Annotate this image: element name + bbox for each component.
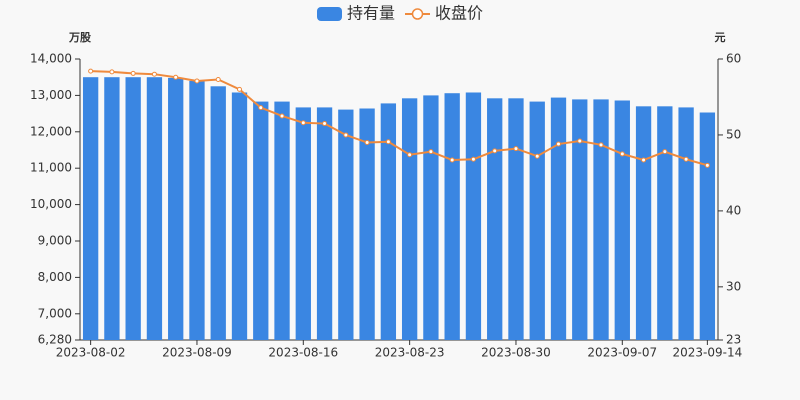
line-point xyxy=(513,146,519,152)
bar xyxy=(359,108,375,340)
line-point xyxy=(300,120,306,126)
y2-tick-label: 60 xyxy=(726,52,741,66)
line-point xyxy=(534,153,540,159)
line-point xyxy=(322,121,328,127)
bar xyxy=(274,101,290,340)
line-point xyxy=(470,156,476,162)
y-tick-label: 14,000 xyxy=(30,52,72,66)
line-point xyxy=(662,149,668,155)
bar xyxy=(614,100,630,341)
bar xyxy=(465,92,482,340)
line-point xyxy=(385,139,391,145)
bar xyxy=(550,97,567,340)
y2-tick-label: 50 xyxy=(726,127,741,141)
legend-swatch xyxy=(411,8,424,20)
y2-axis-label: 元 xyxy=(715,31,726,44)
line-point xyxy=(428,149,434,155)
bar xyxy=(104,77,120,341)
bar xyxy=(253,101,269,340)
line-point xyxy=(577,138,583,144)
bar xyxy=(168,77,184,340)
bar xyxy=(487,98,503,340)
y2-tick-label: 40 xyxy=(726,203,741,217)
line-point xyxy=(194,78,200,84)
bar xyxy=(210,86,226,340)
line-point xyxy=(364,140,370,146)
line-point xyxy=(88,68,94,74)
y-tick-label: 13,000 xyxy=(30,88,72,102)
bar xyxy=(125,77,141,341)
y2-tick-label: 23 xyxy=(726,333,741,347)
bar xyxy=(508,98,524,340)
x-tick-label: 2023-09-07 xyxy=(587,346,657,360)
y-tick-label: 11,000 xyxy=(30,161,72,175)
line xyxy=(90,70,708,167)
line-point xyxy=(343,132,349,138)
x-tick-label: 2023-08-02 xyxy=(56,346,126,360)
line-point xyxy=(109,69,115,75)
line-point xyxy=(492,148,498,154)
line-point xyxy=(449,157,455,163)
bar xyxy=(678,107,694,341)
x-tick-label: 2023-08-16 xyxy=(268,346,338,360)
bar xyxy=(338,109,354,340)
line-point xyxy=(407,152,413,158)
y-tick-label: 12,000 xyxy=(30,124,72,138)
y-tick-label: 8,000 xyxy=(38,270,72,284)
y2-tick-label: 30 xyxy=(726,279,741,293)
legend-swatch xyxy=(317,7,342,21)
line-point xyxy=(556,141,561,147)
bar xyxy=(593,99,609,340)
bar xyxy=(316,107,333,341)
x-tick-label: 2023-09-14 xyxy=(672,346,742,360)
line-point xyxy=(151,71,157,77)
line-point xyxy=(258,105,264,111)
line-point xyxy=(237,86,242,92)
bar xyxy=(189,80,205,340)
bar xyxy=(444,93,460,340)
line-point xyxy=(130,70,136,76)
bar xyxy=(699,112,716,341)
line-point xyxy=(619,151,625,157)
bar xyxy=(423,95,439,341)
bar xyxy=(146,77,163,341)
y-tick-label: 9,000 xyxy=(38,233,72,247)
bar xyxy=(529,101,545,340)
y-tick-label: 6,280 xyxy=(38,333,72,347)
line-point xyxy=(704,162,710,168)
bar xyxy=(635,106,652,340)
line-point xyxy=(173,74,179,80)
bar xyxy=(657,106,673,340)
y-tick-label: 10,000 xyxy=(30,197,72,211)
bar xyxy=(380,103,397,340)
bar xyxy=(82,77,99,341)
bar xyxy=(572,99,588,340)
x-tick-label: 2023-08-23 xyxy=(375,346,445,360)
line-point xyxy=(641,157,647,163)
bar xyxy=(295,107,311,341)
bar xyxy=(401,98,418,340)
y-axis-label: 万股 xyxy=(68,31,92,44)
line-point xyxy=(279,113,285,119)
legend-label: 持有量 xyxy=(347,4,395,23)
x-tick-label: 2023-08-09 xyxy=(162,346,232,360)
bar xyxy=(231,92,248,340)
x-tick-label: 2023-08-30 xyxy=(481,346,551,360)
line-point xyxy=(683,156,689,162)
line-point xyxy=(598,142,604,148)
y-tick-label: 7,000 xyxy=(38,306,72,320)
legend-label: 收盘价 xyxy=(435,4,483,23)
line-point xyxy=(215,77,221,83)
